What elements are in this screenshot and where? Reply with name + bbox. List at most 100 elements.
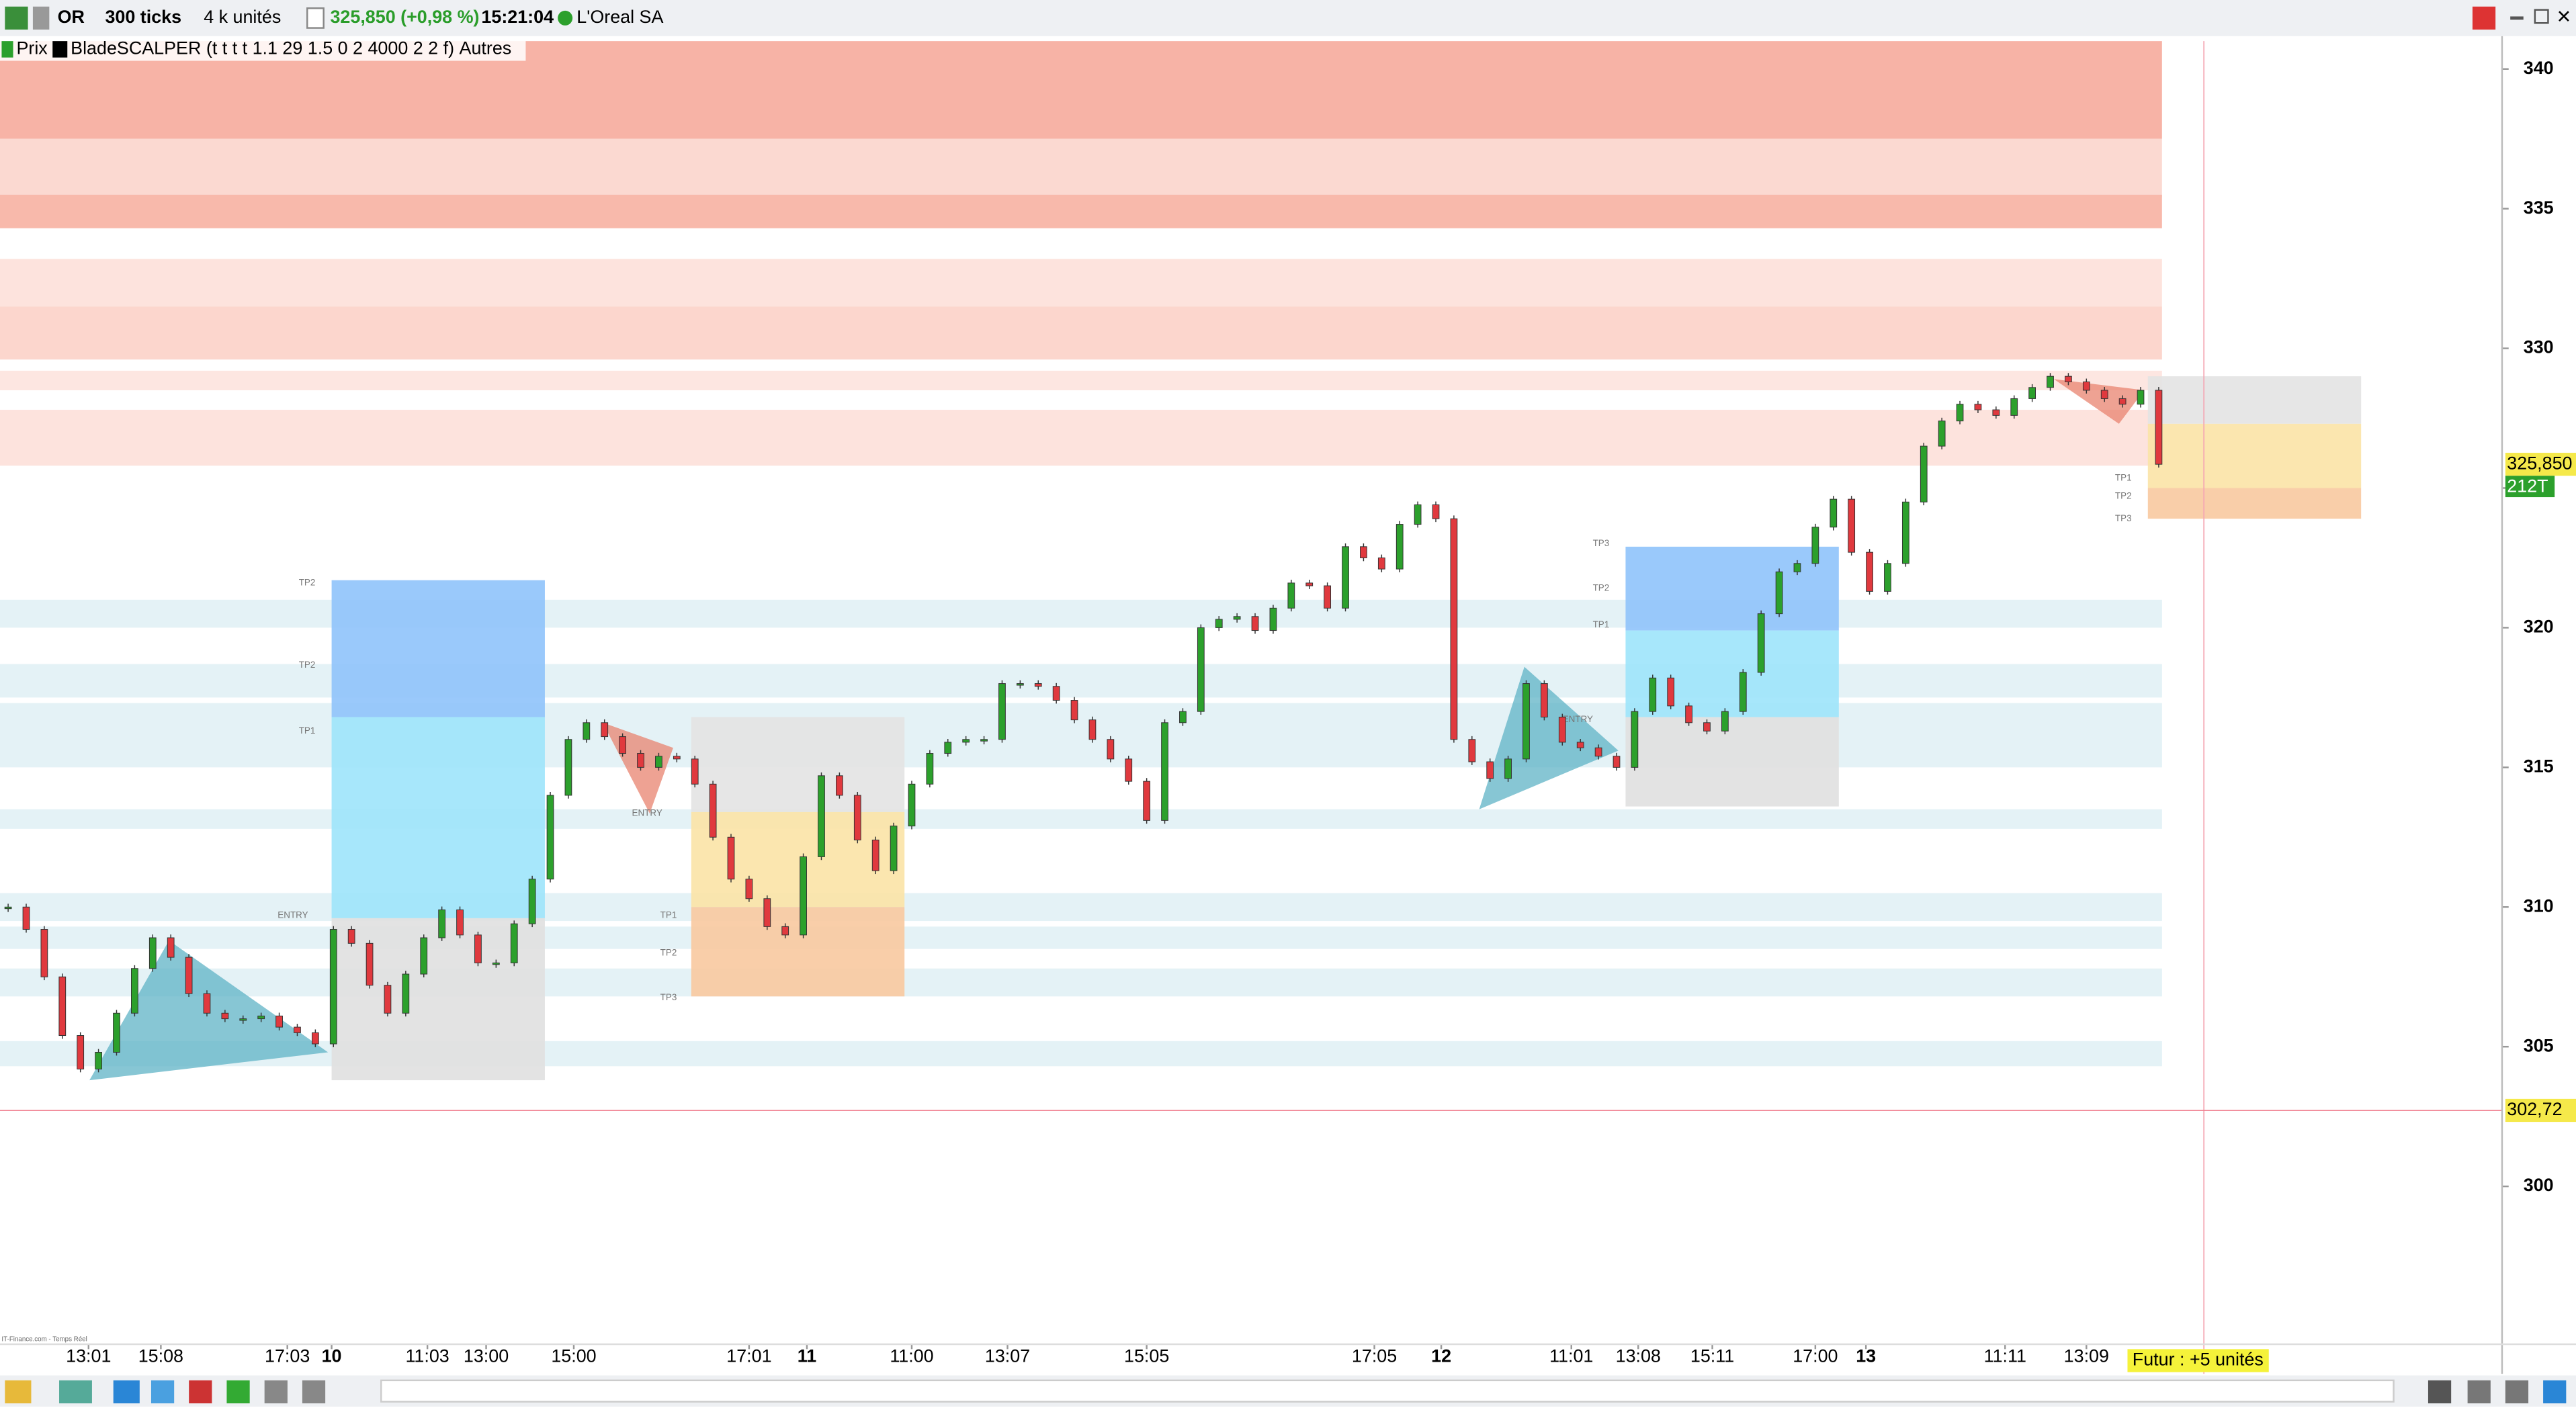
tool-icon[interactable] <box>2543 1380 2567 1404</box>
plot-area: 30030531031532032533033534013:0115:0817:… <box>0 41 2576 1374</box>
candle <box>1504 758 1512 779</box>
icon[interactable] <box>306 7 325 29</box>
tick-count: 212T <box>2507 476 2548 496</box>
scrollbar[interactable] <box>380 1379 2395 1403</box>
tool-icon[interactable] <box>302 1380 326 1404</box>
y-tick-label: 315 <box>2524 756 2554 776</box>
pattern <box>1479 666 1619 809</box>
candle <box>1811 527 1819 564</box>
toolbar <box>0 0 2576 36</box>
x-tick-label: 13:00 <box>464 1346 509 1366</box>
candle <box>998 683 1006 740</box>
candle <box>871 839 879 871</box>
trade-box <box>1625 546 1839 631</box>
candle <box>474 934 482 963</box>
candle <box>1613 756 1621 768</box>
candle <box>2047 376 2054 388</box>
status-dot <box>558 10 573 26</box>
price-zone <box>0 306 2162 360</box>
candle <box>1125 758 1133 782</box>
badge-bg <box>2127 1349 2269 1372</box>
tool-icon[interactable] <box>113 1380 140 1404</box>
candle <box>1034 683 1042 687</box>
x-tick-label: 13:08 <box>1616 1346 1661 1366</box>
candle <box>800 856 807 936</box>
minimize[interactable] <box>2510 16 2524 20</box>
legend-swatch <box>1 41 13 58</box>
restore[interactable] <box>2534 9 2549 24</box>
candle <box>311 1032 319 1045</box>
annotation: TP2 <box>299 660 316 670</box>
candle <box>1901 501 1909 564</box>
price-zone <box>0 194 2162 228</box>
legend-swatch <box>52 41 68 58</box>
candle <box>1396 524 1404 570</box>
candle <box>528 879 536 924</box>
candle <box>2100 390 2108 399</box>
tool-icon[interactable] <box>151 1380 175 1404</box>
legend-indicator[interactable]: BladeSCALPER (t t t t 1.1 29 1.5 0 2 400… <box>71 38 511 58</box>
trade-box <box>1625 717 1839 807</box>
price-zone <box>0 926 2162 949</box>
tool-icon[interactable] <box>59 1380 92 1404</box>
price-zone <box>0 809 2162 829</box>
candle <box>113 1012 120 1053</box>
candle <box>1251 616 1259 631</box>
price-zone <box>0 370 2162 390</box>
x-tick-label: 10 <box>322 1346 342 1366</box>
candle <box>763 898 771 927</box>
candle <box>745 879 753 899</box>
candle <box>402 973 410 1014</box>
trade-box <box>331 717 545 918</box>
x-tick-label: 11:03 <box>405 1346 449 1366</box>
x-tick-label: 15:08 <box>138 1346 183 1366</box>
annotation: TP1 <box>660 910 677 920</box>
candle <box>1685 705 1692 723</box>
symbol[interactable]: OR <box>58 7 85 27</box>
candle <box>77 1035 85 1069</box>
others[interactable]: Autres <box>460 38 512 58</box>
candle <box>456 909 464 936</box>
x-tick-label: 11:11 <box>1984 1346 2026 1366</box>
price-zone <box>0 968 2162 997</box>
icon[interactable] <box>2472 6 2496 30</box>
candle <box>1522 683 1530 760</box>
annotation: ENTRY <box>1563 714 1593 724</box>
candle <box>944 742 952 754</box>
candle <box>2118 398 2127 405</box>
interval[interactable]: 300 ticks <box>105 7 181 27</box>
candle <box>1468 739 1476 762</box>
candle <box>203 993 211 1014</box>
icon[interactable] <box>5 6 28 30</box>
candle <box>1739 672 1747 712</box>
candle <box>1432 504 1440 519</box>
icon[interactable] <box>32 6 50 30</box>
candle <box>492 962 500 965</box>
zoom-icon[interactable] <box>2428 1380 2452 1404</box>
indicator[interactable]: BladeSCALPER (t t t t 1.1 29 1.5 0 2 400… <box>71 38 454 58</box>
tick-count-bg <box>2505 476 2555 498</box>
candle <box>890 826 898 871</box>
candle <box>1305 582 1314 586</box>
zoom-icon[interactable] <box>2467 1380 2491 1404</box>
close[interactable]: ✕ <box>2557 7 2572 27</box>
tool-icon[interactable] <box>226 1380 250 1404</box>
candle <box>185 957 193 994</box>
candle <box>4 906 12 910</box>
annotation: TP2 <box>1593 583 1610 593</box>
candle <box>1956 404 1964 422</box>
candle <box>1287 582 1295 609</box>
tool-icon[interactable] <box>264 1380 288 1404</box>
tool-icon[interactable] <box>189 1380 212 1404</box>
volume[interactable]: 4 k unités <box>204 7 281 27</box>
candle <box>673 756 681 760</box>
legend-bg <box>0 38 526 61</box>
candle <box>1974 404 1982 410</box>
tool-icon[interactable] <box>5 1380 32 1404</box>
trade-box <box>331 580 545 717</box>
legend-price[interactable]: Prix <box>16 38 48 58</box>
candle <box>1992 409 2000 416</box>
zoom-icon[interactable] <box>2505 1380 2529 1404</box>
price-tag-bg <box>2505 453 2576 476</box>
